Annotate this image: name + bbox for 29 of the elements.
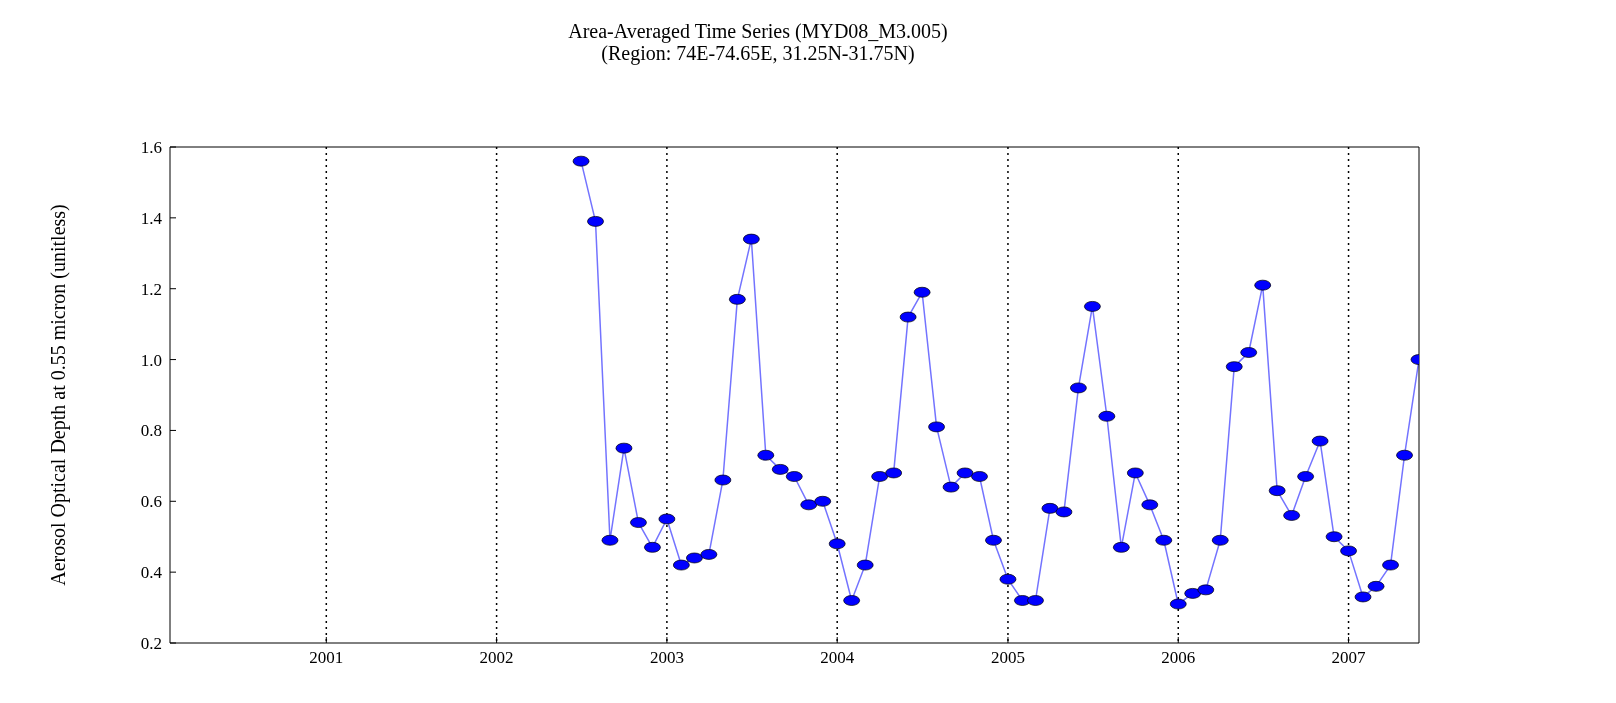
point	[673, 559, 690, 571]
x-tick-label: 2007	[1331, 648, 1367, 668]
y-tick-label: 0.2	[140, 634, 162, 654]
y-tick-label: 1.6	[140, 138, 162, 158]
point	[885, 467, 902, 479]
x-tick-label: 2002	[479, 648, 514, 668]
x-tick-label: 2005	[990, 648, 1025, 668]
y-tick-label: 1.0	[140, 350, 162, 370]
x-tick-label: 2003	[649, 648, 684, 668]
point	[686, 552, 703, 564]
point	[928, 421, 945, 433]
y-tick-label: 1.4	[140, 208, 163, 228]
point	[1396, 449, 1413, 461]
chart-title: Area-Averaged Time Series (MYD08_M3.005)	[567, 20, 949, 42]
point	[729, 293, 746, 305]
y-tick-label: 0.8	[140, 421, 162, 441]
point	[1340, 545, 1357, 557]
point	[985, 534, 1002, 546]
point	[644, 541, 661, 553]
y-axis-title: Aerosol Optical Depth at 0.55 micron (unitless)	[47, 204, 71, 586]
x-tick-label: 2004	[820, 648, 855, 668]
point	[1382, 559, 1399, 571]
y-tick-label: 0.6	[140, 492, 162, 512]
chart-subtitle: (Region: 74E-74.65E, 31.25N-31.75N)	[601, 42, 915, 64]
x-tick-label: 2006	[1161, 648, 1196, 668]
point	[1070, 382, 1087, 394]
y-tick-label: 0.4	[140, 563, 163, 583]
x-tick-label: 2001	[309, 648, 344, 668]
y-tick-label: 1.2	[140, 279, 162, 299]
